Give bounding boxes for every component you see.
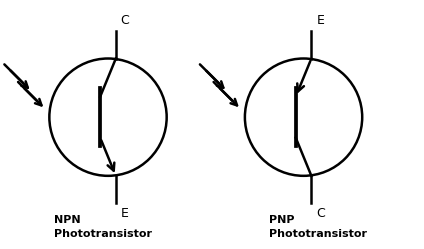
Text: PNP
Phototransistor: PNP Phototransistor <box>269 215 367 239</box>
Text: C: C <box>316 207 325 220</box>
Text: E: E <box>316 14 324 27</box>
Text: NPN
Phototransistor: NPN Phototransistor <box>54 215 152 239</box>
Text: C: C <box>121 14 129 27</box>
Text: E: E <box>121 207 128 220</box>
